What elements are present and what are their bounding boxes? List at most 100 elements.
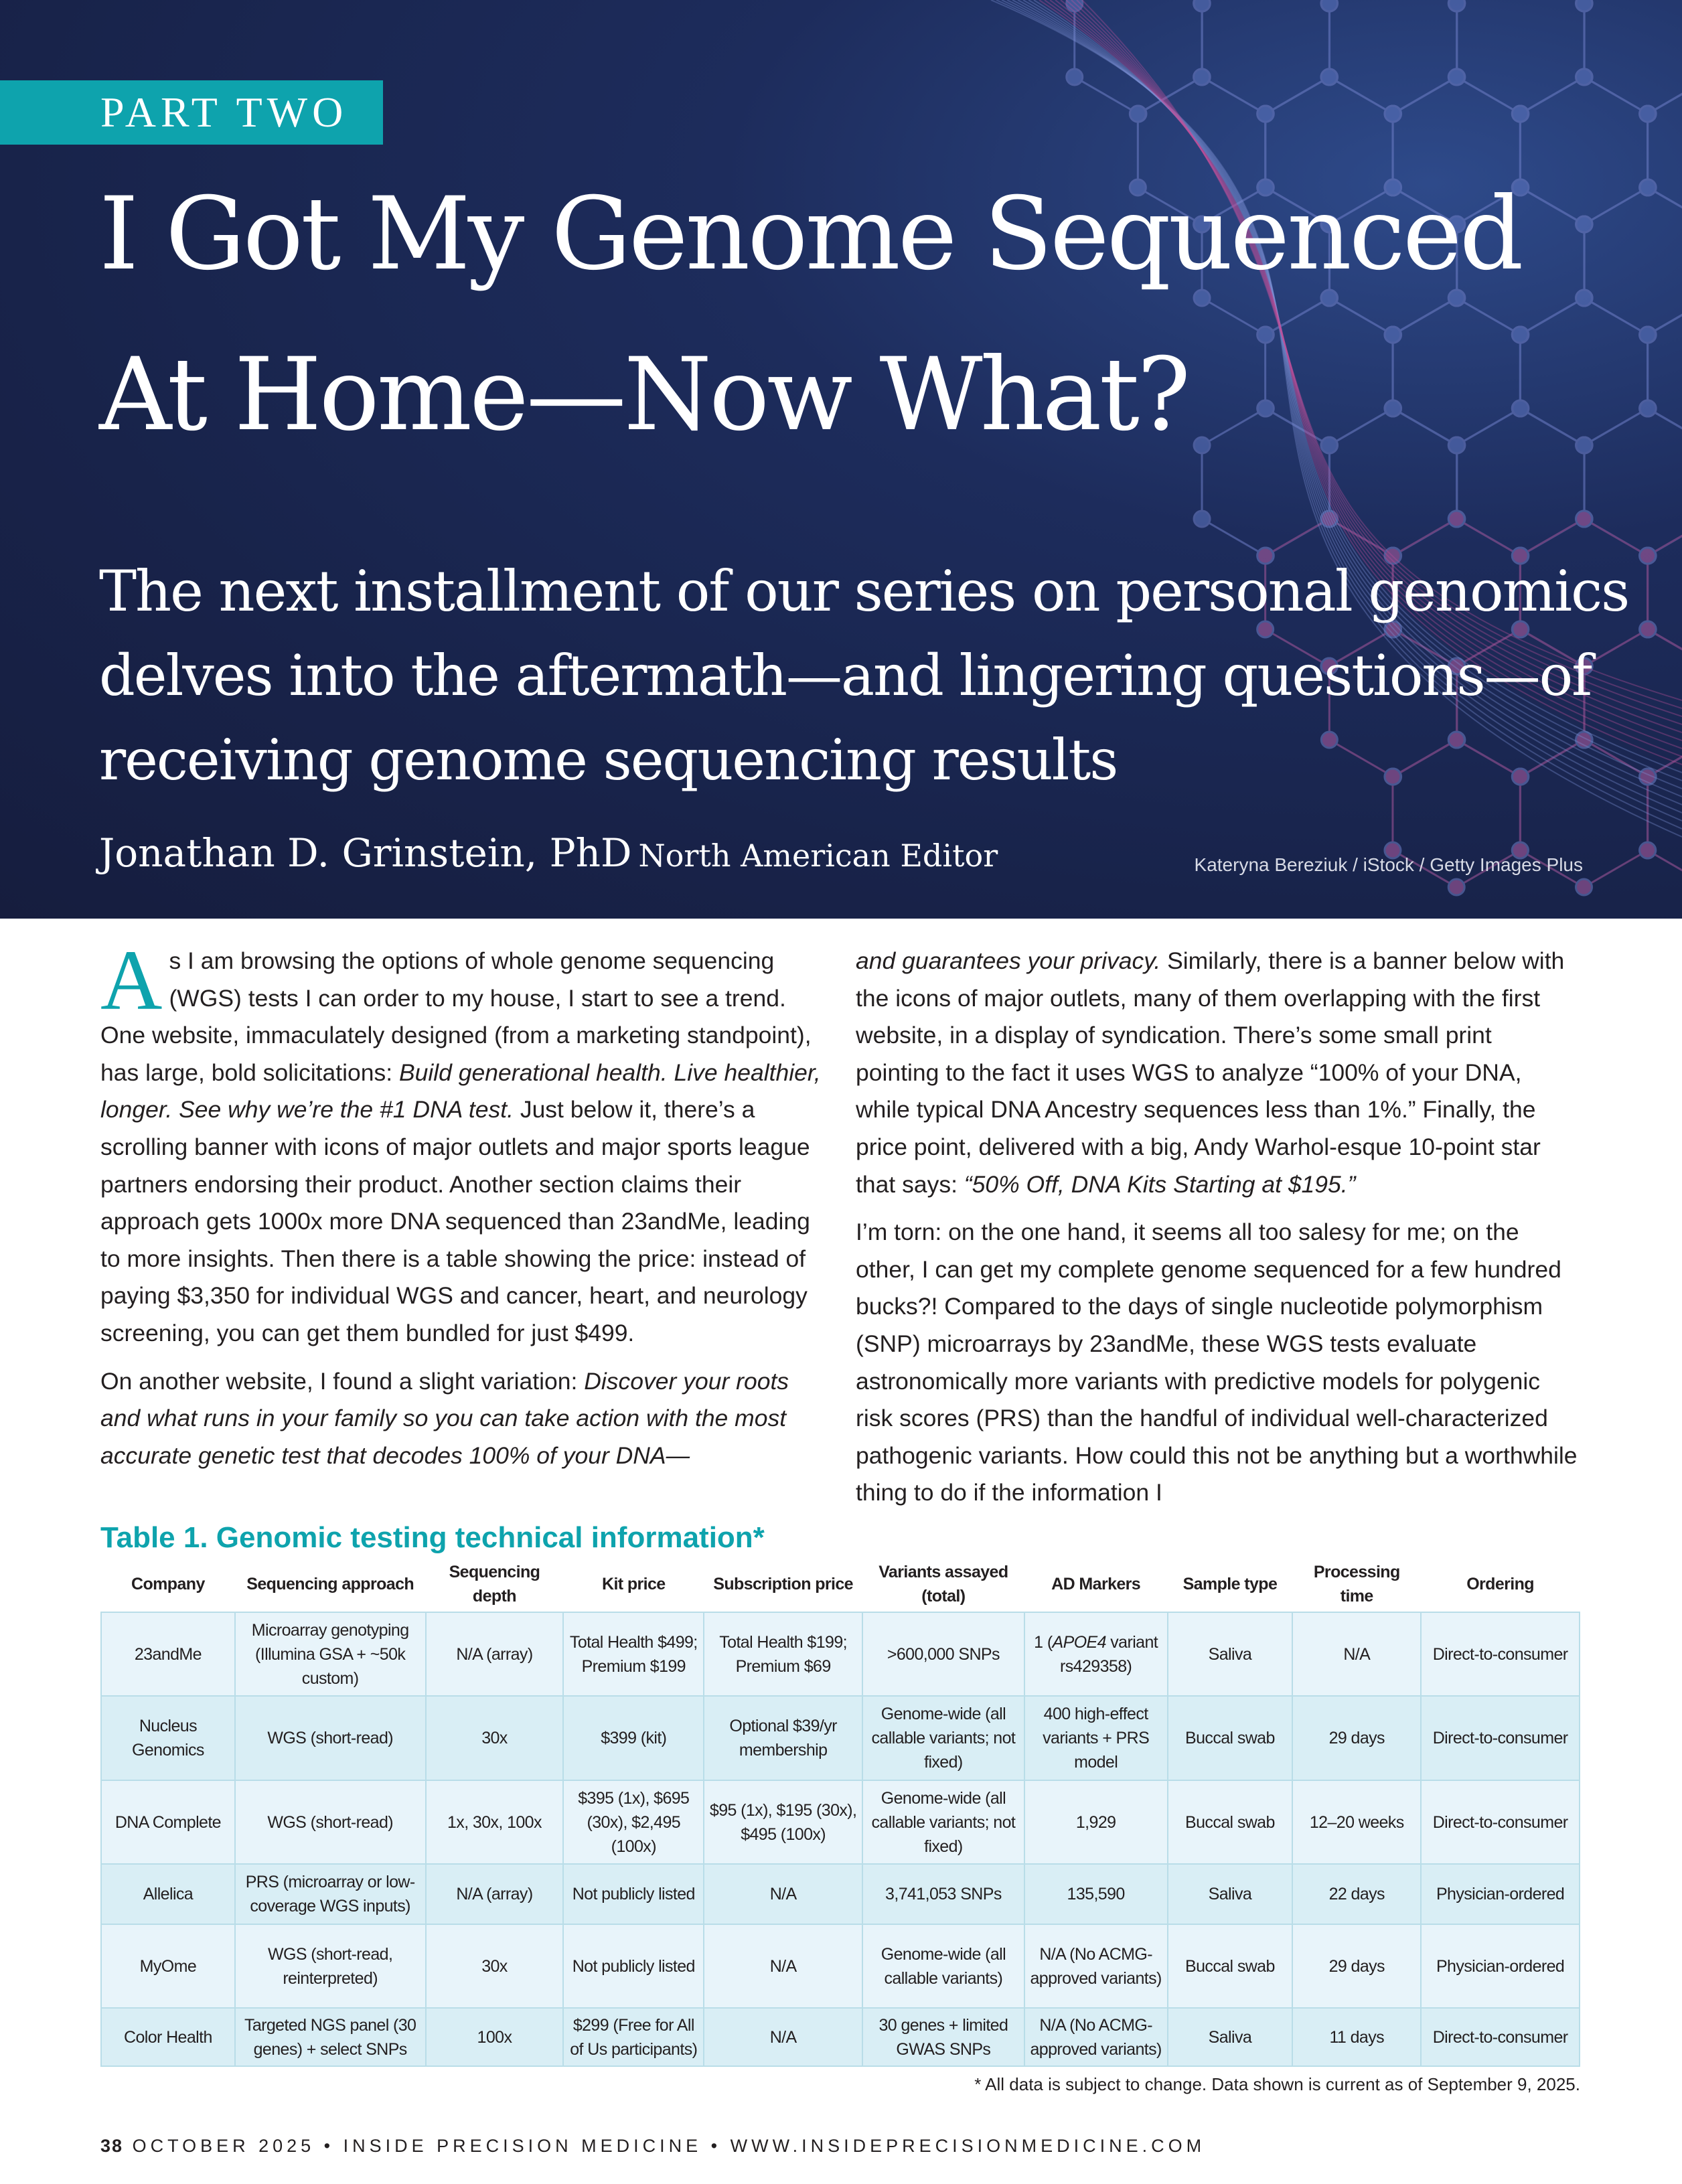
- table-cell: Saliva: [1166, 2007, 1294, 2067]
- table-cell: 12–20 weeks: [1292, 1780, 1422, 1865]
- column-header: Processing time: [1313, 1563, 1400, 1606]
- dna-strand: [1081, 0, 1682, 701]
- node-dot: [1638, 841, 1657, 860]
- table-cell: 30x: [425, 1695, 564, 1781]
- node-dot: [1447, 730, 1466, 749]
- table-cell: MyOme: [100, 1924, 236, 2009]
- dna-strand: [1049, 0, 1682, 749]
- table-cell: $395 (1x), $695 (30x), $2,495 (100x): [562, 1780, 705, 1865]
- table-cell: Not publicly listed: [562, 1863, 705, 1925]
- text-run: s I am browsing the options of whole gen…: [100, 947, 812, 1086]
- photo-credit: Kateryna Bereziuk / iStock / Getty Image…: [1194, 854, 1583, 875]
- dna-strand: [1065, 0, 1682, 725]
- node-dot: [1320, 68, 1339, 86]
- hero-banner: PART TWO I Got My Genome Sequenced At Hom…: [0, 0, 1682, 919]
- node-dot: [1256, 178, 1275, 197]
- table-cell: Optional $39/yr membership: [703, 1695, 864, 1781]
- dna-strand: [996, 0, 1682, 830]
- table-cell: N/A (array): [425, 1863, 564, 1925]
- column-header: Subscription price: [713, 1575, 853, 1593]
- table-cell: WGS (short-read): [234, 1695, 427, 1781]
- text-run: Similarly, there is a banner below with …: [856, 947, 1565, 1198]
- node-dot: [1256, 546, 1275, 565]
- table-cell: 400 high-effect variants + PRS model: [1023, 1695, 1168, 1781]
- node-dot: [1128, 104, 1147, 123]
- column-header: Sample type: [1182, 1575, 1278, 1593]
- dna-strand: [1071, 0, 1682, 717]
- dna-strand: [1006, 0, 1682, 813]
- table-cell: 22 days: [1292, 1863, 1422, 1925]
- page-number: 38: [100, 2136, 124, 2156]
- dna-strand: [1055, 0, 1682, 741]
- column-header: AD Markers: [1051, 1575, 1141, 1593]
- node-dot: [1575, 289, 1593, 307]
- table-cell: Total Health $499; Premium $199: [562, 1612, 705, 1697]
- table-cell: Buccal swab: [1166, 1780, 1294, 1865]
- table-row: Allelica PRS (microarray or low-coverage …: [100, 1863, 1580, 1925]
- node-dot: [1575, 436, 1594, 455]
- node-dot: [1448, 657, 1466, 676]
- node-dot: [1575, 68, 1593, 86]
- table-title: Table 1. Genomic testing technical infor…: [100, 1521, 765, 1554]
- table-cell: 29 days: [1292, 1695, 1422, 1781]
- node-dot: [1638, 104, 1657, 123]
- footer-text: OCTOBER 2025 • INSIDE PRECISION MEDICINE…: [132, 2136, 1206, 2156]
- dna-network-illustration: [990, 0, 1682, 896]
- node-dot: [1065, 0, 1084, 13]
- table-cell: Genome-wide (all callable variants): [862, 1924, 1025, 2009]
- node-dot: [1575, 510, 1593, 528]
- text-run: Just below it, there’s a scrolling banne…: [100, 1096, 810, 1346]
- node-dot: [1383, 325, 1402, 344]
- node-dot: [1320, 510, 1339, 528]
- table-cell: 30x: [425, 1924, 564, 2009]
- table-cell: $299 (Free for All of Us participants): [562, 2007, 705, 2067]
- table-cell: 1,929: [1023, 1780, 1168, 1865]
- node-dot: [1511, 546, 1529, 565]
- table-cell: N/A (No ACMG-approved variants): [1023, 1924, 1168, 2009]
- dna-strand: [1044, 0, 1682, 757]
- table-cell: Microarray genotyping (Illumina GSA + ~5…: [234, 1612, 427, 1697]
- node-dot: [1256, 399, 1275, 418]
- italic-quote: and guarantees your privacy.: [856, 947, 1161, 974]
- byline: Jonathan D. Grinstein, PhD North American…: [99, 830, 998, 876]
- table-cell: N/A: [703, 1924, 864, 2009]
- table-cell: 11 days: [1292, 2007, 1422, 2067]
- table-cell: 100x: [425, 2007, 564, 2067]
- paragraph: On another website, I found a slight var…: [100, 1363, 824, 1475]
- dna-strand: [1033, 0, 1682, 773]
- author-name: Jonathan D. Grinstein, PhD: [99, 830, 632, 876]
- node-dot: [1320, 436, 1339, 455]
- table-cell: PRS (microarray or low-coverage WGS inpu…: [234, 1863, 427, 1925]
- table-row: Color Health Targeted NGS panel (30 genes…: [100, 2007, 1580, 2067]
- table-cell: 3,741,053 SNPs: [862, 1863, 1025, 1925]
- node-dot: [1511, 620, 1530, 639]
- table-cell: N/A: [703, 1863, 864, 1925]
- node-dot: [1320, 215, 1339, 234]
- node-dot: [1638, 767, 1657, 786]
- column-header: Company: [131, 1575, 205, 1593]
- table-cell: 1x, 30x, 100x: [425, 1780, 564, 1865]
- dna-strand: [1039, 0, 1682, 765]
- node-dot: [1638, 399, 1657, 418]
- node-dot: [1384, 178, 1403, 197]
- table-row: DNA Complete WGS (short-read) 1x, 30x, 100…: [100, 1780, 1580, 1865]
- table-cell: Allelica: [100, 1863, 236, 1925]
- table-cell: Direct-to-consumer: [1420, 1780, 1580, 1865]
- table-cell: Targeted NGS panel (30 genes) + select S…: [234, 2007, 427, 2067]
- node-dot: [1511, 767, 1529, 786]
- dna-strand: [1060, 0, 1682, 733]
- table-row: MyOme WGS (short-read, reinterpreted) 30x N…: [100, 1924, 1580, 2009]
- dna-strand: [1076, 0, 1682, 709]
- node-dot: [1256, 104, 1275, 123]
- table-cell: Direct-to-consumer: [1420, 1695, 1580, 1781]
- section-label: PART TWO: [0, 80, 383, 145]
- dna-strand: [1012, 0, 1682, 805]
- node-dot: [1448, 436, 1466, 455]
- node-dot: [1193, 0, 1211, 13]
- node-dot: [1193, 68, 1211, 86]
- hex-cell: [1648, 0, 1682, 3]
- node-dot: [1511, 841, 1529, 860]
- node-dot: [1447, 68, 1466, 86]
- node-dot: [1511, 325, 1529, 344]
